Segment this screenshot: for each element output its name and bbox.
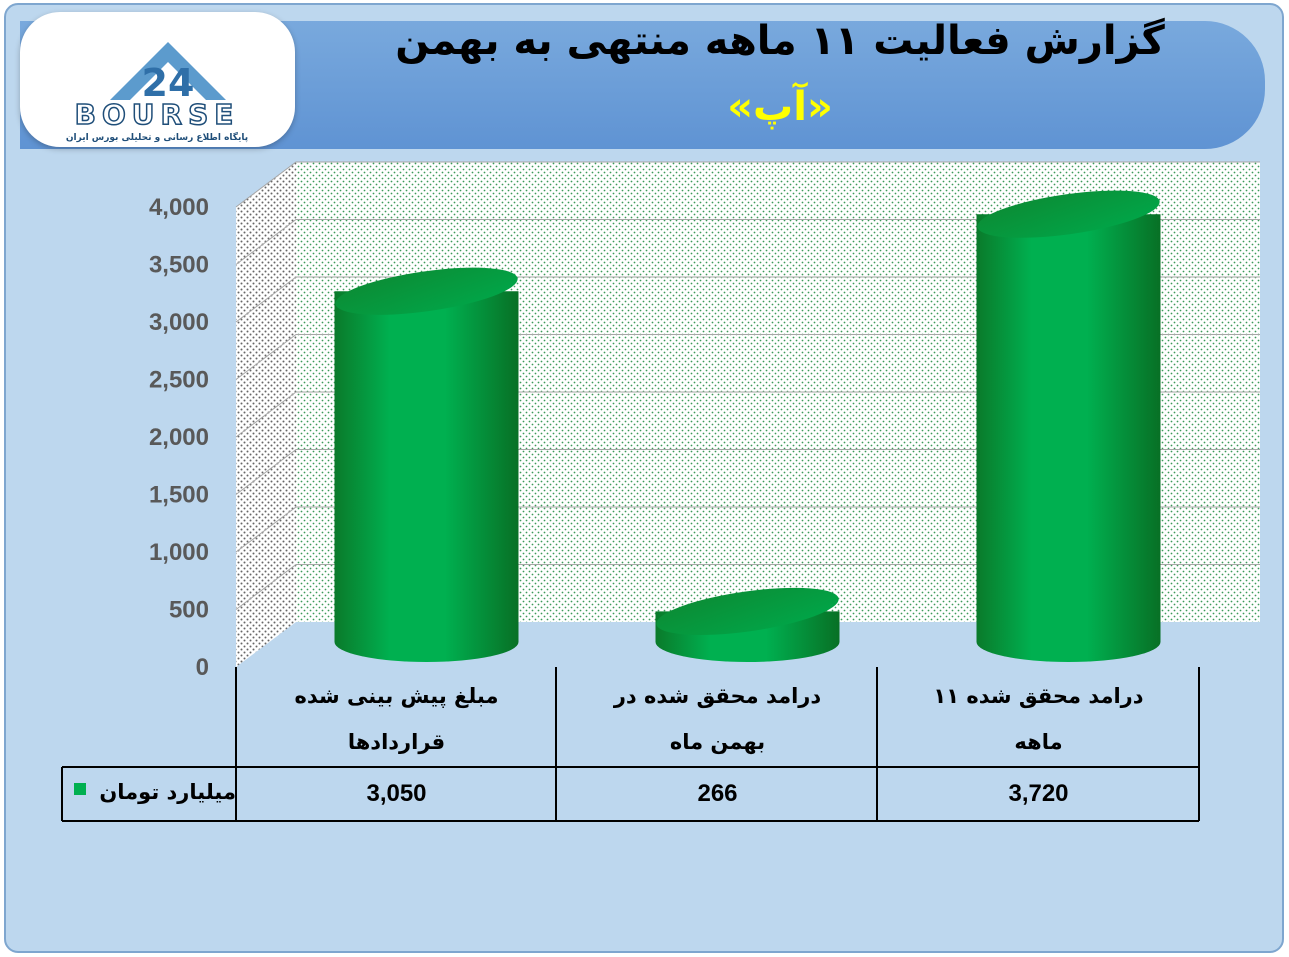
bar-top xyxy=(656,587,839,635)
gridline xyxy=(235,564,1260,610)
bar-top xyxy=(977,190,1160,238)
y-tick-label: 3,500 xyxy=(149,252,209,279)
value-label: 3,050 xyxy=(366,780,427,807)
y-tick-label: 2,000 xyxy=(149,424,209,451)
bar xyxy=(976,190,1161,663)
value-label: 3,720 xyxy=(1008,780,1069,807)
category-label-line: قراردادها xyxy=(347,730,446,754)
bar-body xyxy=(334,291,519,662)
y-tick-label: 0 xyxy=(196,654,209,681)
y-tick-label: 1,500 xyxy=(149,482,209,509)
y-tick-label: 2,500 xyxy=(149,367,209,394)
bar-body xyxy=(976,214,1161,663)
y-tick-label: 500 xyxy=(169,597,209,624)
bar-series xyxy=(334,190,1161,663)
gridline xyxy=(235,276,1260,323)
gridlines xyxy=(235,161,1260,610)
logo-graphic: 24 BOURSE پایگاه اطلاع رسانی و تحلیلی بو… xyxy=(66,42,248,143)
category-label: درامد محقق شده ۱۱ ماهه xyxy=(878,673,1199,765)
gridline xyxy=(235,334,1260,380)
category-label: درامد محقق شده در بهمن ماه xyxy=(557,673,878,765)
gridline xyxy=(235,506,1260,553)
y-tick-label: 4,000 xyxy=(149,194,209,221)
chart-title: گزارش فعالیت ۱۱ ماهه منتهی به بهمن xyxy=(395,18,1165,64)
category-label: مبلغ پیش بینی شده قراردادها xyxy=(236,673,557,765)
series-name: میلیارد تومان xyxy=(99,780,236,804)
category-label-line: درامد محقق شده در xyxy=(613,684,822,708)
category-label-line: درامد محقق شده ۱۱ xyxy=(933,684,1144,708)
gridline xyxy=(235,161,1260,208)
gridline xyxy=(235,391,1260,438)
y-axis-ticks: 0 500 1,000 1,500 2,000 2,500 3,000 3,500 4,000 xyxy=(149,194,209,681)
chart-subtitle: «آپ» xyxy=(727,84,833,130)
bar xyxy=(334,267,519,662)
bar-top xyxy=(335,267,518,315)
bourse24-logo: 24 BOURSE پایگاه اطلاع رسانی و تحلیلی بو… xyxy=(20,12,295,147)
logo-subtitle: پایگاه اطلاع رسانی و تحلیلی بورس ایران xyxy=(66,131,248,143)
category-label-line: مبلغ پیش بینی شده xyxy=(294,684,499,708)
logo-wordmark: BOURSE xyxy=(75,98,240,131)
legend-key xyxy=(74,783,86,795)
category-label-line: ماهه xyxy=(1014,730,1063,754)
category-label-line: بهمن ماه xyxy=(669,730,766,754)
value-label: 266 xyxy=(697,780,738,807)
gridline xyxy=(235,219,1260,265)
logo-number: 24 xyxy=(142,61,195,105)
y-tick-label: 1,000 xyxy=(149,539,209,566)
bar xyxy=(655,587,840,663)
data-table-grid xyxy=(61,667,1200,822)
gridline xyxy=(235,449,1260,495)
y-tick-label: 3,000 xyxy=(149,309,209,336)
